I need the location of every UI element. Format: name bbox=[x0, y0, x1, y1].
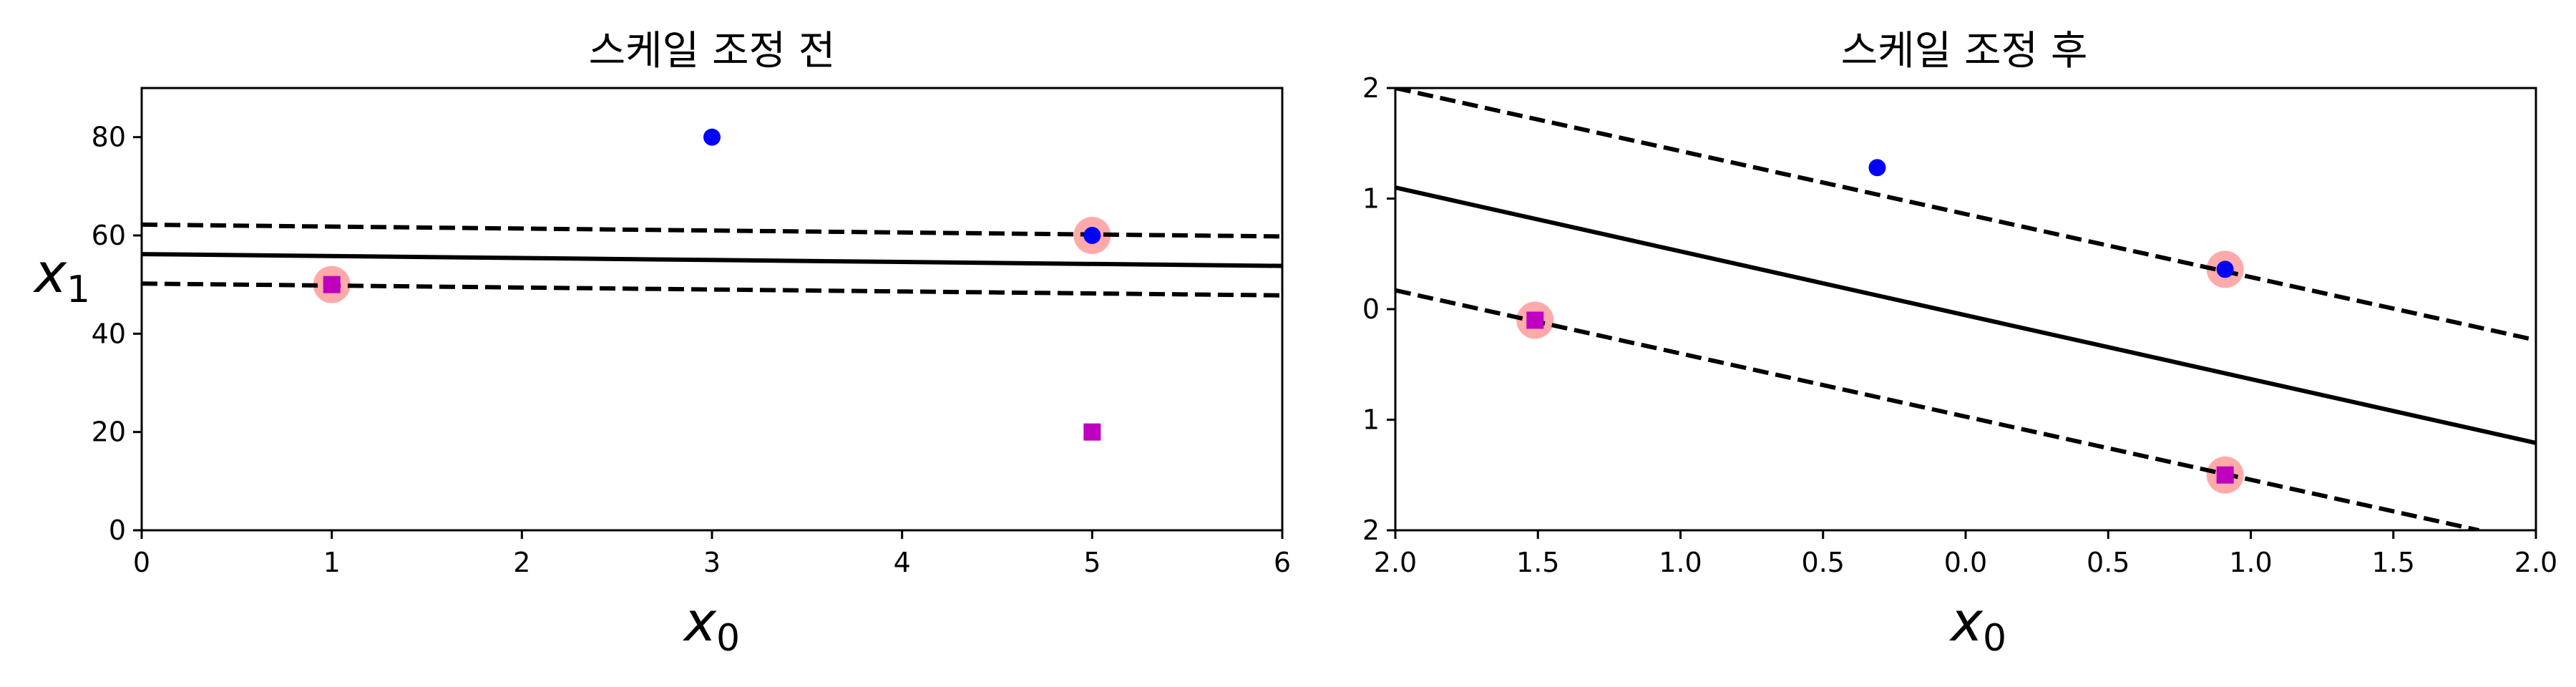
left-x-tick-label-4: 4 bbox=[894, 547, 911, 578]
left-chart-title: 스케일 조정 전 bbox=[589, 28, 836, 74]
right-x-tick-label-3: 0.5 bbox=[1802, 547, 1845, 578]
right-positive-point-1 bbox=[2216, 260, 2234, 278]
left-x-tick-label-2: 2 bbox=[513, 547, 530, 578]
right-x-tick-label-4: 0.0 bbox=[1944, 547, 1987, 578]
left-positive-point-0 bbox=[703, 128, 721, 146]
left-x-tick-label-0: 0 bbox=[133, 547, 150, 578]
left-negative-point-0 bbox=[323, 276, 341, 293]
right-margin-line-1 bbox=[1395, 88, 2536, 343]
left-plot-frame bbox=[140, 87, 1284, 532]
left-margin-line-2 bbox=[142, 281, 1282, 298]
left-plot-layer bbox=[142, 128, 1282, 441]
right-decision-boundary-line bbox=[1395, 185, 2536, 445]
right-y-tick-label-1: 1 bbox=[1362, 404, 1380, 436]
right-negative-point-1 bbox=[2216, 466, 2234, 484]
right-x-tick-label-6: 1.0 bbox=[2229, 547, 2272, 578]
right-y-tick-label-0: 2 bbox=[1362, 515, 1380, 546]
left-x-tick-label-1: 1 bbox=[323, 547, 341, 578]
left-y-tick-label-0: 0 bbox=[109, 515, 126, 546]
right-chart-title: 스케일 조정 후 bbox=[1841, 28, 2088, 74]
left-decision-boundary-line bbox=[142, 252, 1282, 268]
right-plot-frame bbox=[1394, 87, 2537, 532]
left-y-axis-label: x1 bbox=[33, 241, 90, 311]
left-y-tick-label-1: 20 bbox=[92, 416, 126, 448]
right-positive-point-0 bbox=[1868, 159, 1886, 177]
right-chart-panel: 스케일 조정 후 2.0 1.5 1.0 0.5 0.0 0.5 1.0 1.5 2.02101… bbox=[1362, 28, 2557, 660]
left-x-tick-label-3: 3 bbox=[703, 547, 721, 578]
left-y-tick-label-4: 80 bbox=[92, 122, 126, 153]
left-negative-point-1 bbox=[1083, 423, 1101, 441]
left-y-tick-label-2: 40 bbox=[92, 318, 126, 349]
left-y-tick-label-3: 60 bbox=[92, 220, 126, 251]
right-x-tick-label-1: 1.5 bbox=[1516, 547, 1559, 578]
right-y-tick-label-2: 0 bbox=[1362, 293, 1380, 325]
right-x-tick-label-2: 1.0 bbox=[1659, 547, 1702, 578]
right-plot-layer bbox=[1395, 88, 2536, 530]
right-x-tick-label-7: 1.5 bbox=[2372, 547, 2415, 578]
right-x-axis-label: x0 bbox=[1949, 590, 2006, 660]
right-x-tick-label-5: 0.5 bbox=[2087, 547, 2129, 578]
right-y-tick-label-4: 2 bbox=[1362, 72, 1380, 104]
left-positive-point-1 bbox=[1083, 227, 1101, 244]
right-x-tick-label-0: 2.0 bbox=[1374, 547, 1417, 578]
left-x-axis-label: x0 bbox=[683, 590, 740, 660]
left-x-tick-label-5: 5 bbox=[1083, 547, 1101, 578]
right-margin-line-2 bbox=[1395, 288, 2479, 530]
right-negative-point-0 bbox=[1526, 311, 1544, 329]
right-x-tick-label-8: 2.0 bbox=[2514, 547, 2557, 578]
right-y-tick-label-3: 1 bbox=[1362, 183, 1380, 215]
left-x-tick-label-6: 6 bbox=[1274, 547, 1291, 578]
left-margin-line-1 bbox=[142, 222, 1282, 239]
